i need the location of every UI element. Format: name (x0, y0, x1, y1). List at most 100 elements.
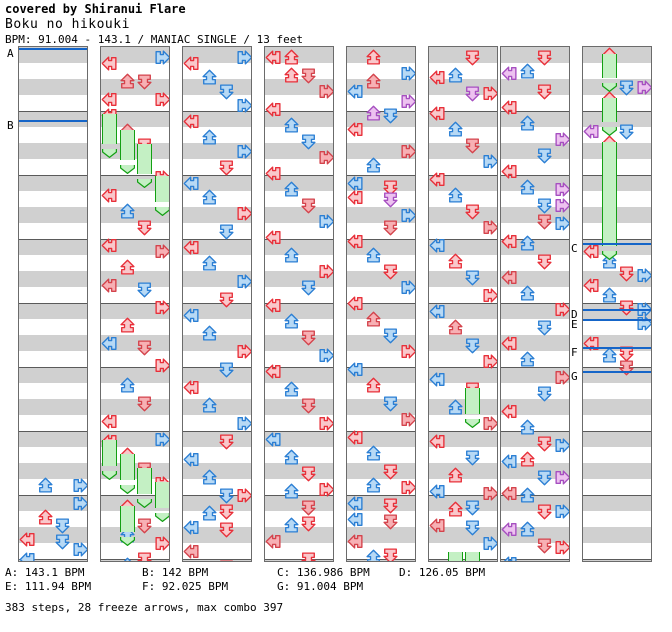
note-arrow-down[interactable] (519, 179, 536, 196)
note-arrow-right[interactable] (72, 541, 87, 558)
note-arrow-down[interactable] (447, 399, 464, 416)
note-arrow-up[interactable] (54, 533, 71, 550)
note-arrow-up[interactable] (382, 191, 399, 208)
note-arrow-down[interactable] (519, 285, 536, 302)
note-arrow-down[interactable] (119, 377, 136, 394)
note-arrow-up[interactable] (300, 329, 317, 346)
note-arrow-left[interactable] (583, 243, 600, 260)
note-arrow-right[interactable] (554, 539, 569, 556)
note-arrow-right[interactable] (318, 263, 333, 280)
note-arrow-up[interactable] (536, 537, 553, 554)
note-arrow-left[interactable] (583, 277, 600, 294)
note-arrow-down[interactable] (365, 445, 382, 462)
note-arrow-right[interactable] (236, 487, 251, 504)
note-arrow-right[interactable] (400, 479, 415, 496)
note-arrow-right[interactable] (154, 91, 169, 108)
note-arrow-right[interactable] (400, 143, 415, 160)
note-arrow-up[interactable] (300, 551, 317, 561)
note-arrow-up[interactable] (300, 67, 317, 84)
note-arrow-down[interactable] (519, 235, 536, 252)
note-arrow-right[interactable] (400, 65, 415, 82)
note-arrow-left[interactable] (183, 55, 200, 72)
note-arrow-down[interactable] (519, 351, 536, 368)
note-arrow-down[interactable] (37, 509, 54, 526)
note-arrow-up[interactable] (136, 281, 153, 298)
note-arrow-up[interactable] (464, 137, 481, 154)
note-arrow-left[interactable] (583, 123, 600, 140)
note-arrow-left[interactable] (429, 483, 446, 500)
note-arrow-right[interactable] (482, 85, 497, 102)
note-arrow-right[interactable] (400, 93, 415, 110)
note-arrow-down[interactable] (283, 483, 300, 500)
note-arrow-up[interactable] (300, 133, 317, 150)
note-arrow-up[interactable] (536, 469, 553, 486)
note-arrow-left[interactable] (347, 511, 364, 528)
note-arrow-up[interactable] (136, 219, 153, 236)
note-arrow-down[interactable] (283, 381, 300, 398)
note-arrow-left[interactable] (429, 105, 446, 122)
note-arrow-up[interactable] (382, 263, 399, 280)
note-arrow-up[interactable] (300, 197, 317, 214)
note-arrow-left[interactable] (101, 335, 118, 352)
note-arrow-up[interactable] (464, 203, 481, 220)
note-arrow-up[interactable] (536, 83, 553, 100)
note-arrow-down[interactable] (519, 521, 536, 538)
note-arrow-left[interactable] (265, 431, 282, 448)
note-arrow-right[interactable] (236, 343, 251, 360)
note-arrow-up[interactable] (382, 107, 399, 124)
chart-column-4[interactable] (264, 46, 334, 562)
note-arrow-down[interactable] (365, 477, 382, 494)
chart-column-1[interactable] (18, 46, 88, 562)
note-arrow-down[interactable] (365, 247, 382, 264)
note-arrow-left[interactable] (583, 335, 600, 352)
note-arrow-up[interactable] (464, 49, 481, 66)
chart-column-5[interactable] (346, 46, 416, 562)
note-arrow-down[interactable] (283, 181, 300, 198)
note-arrow-up[interactable] (300, 465, 317, 482)
note-arrow-down[interactable] (283, 449, 300, 466)
note-arrow-up[interactable] (536, 49, 553, 66)
note-arrow-right[interactable] (482, 153, 497, 170)
note-arrow-left[interactable] (429, 303, 446, 320)
note-arrow-left[interactable] (183, 543, 200, 560)
note-arrow-left[interactable] (429, 433, 446, 450)
note-arrow-left[interactable] (183, 239, 200, 256)
note-arrow-down[interactable] (201, 561, 218, 562)
note-arrow-down[interactable] (201, 325, 218, 342)
note-arrow-down[interactable] (283, 247, 300, 264)
chart-column-2[interactable] (100, 46, 170, 562)
note-arrow-left[interactable] (501, 163, 518, 180)
note-arrow-up[interactable] (382, 463, 399, 480)
note-arrow-right[interactable] (236, 273, 251, 290)
note-arrow-up[interactable] (300, 499, 317, 516)
note-arrow-left[interactable] (265, 101, 282, 118)
note-arrow-left[interactable] (265, 533, 282, 550)
note-arrow-up[interactable] (382, 179, 399, 196)
note-arrow-down[interactable] (119, 203, 136, 220)
note-arrow-left[interactable] (501, 233, 518, 250)
note-arrow-up[interactable] (136, 73, 153, 90)
note-arrow-left[interactable] (265, 165, 282, 182)
note-arrow-right[interactable] (400, 411, 415, 428)
note-arrow-up[interactable] (536, 213, 553, 230)
note-arrow-left[interactable] (183, 379, 200, 396)
note-arrow-left[interactable] (347, 361, 364, 378)
note-arrow-left[interactable] (101, 91, 118, 108)
note-arrow-up[interactable] (464, 269, 481, 286)
note-arrow-right[interactable] (636, 267, 651, 284)
note-arrow-right[interactable] (554, 181, 569, 198)
note-arrow-down[interactable] (283, 313, 300, 330)
note-arrow-down[interactable] (201, 189, 218, 206)
note-arrow-up[interactable] (382, 497, 399, 514)
note-arrow-right[interactable] (554, 469, 569, 486)
chart-column-8[interactable] (582, 46, 652, 562)
note-arrow-left[interactable] (501, 65, 518, 82)
note-arrow-up[interactable] (218, 521, 235, 538)
note-arrow-left[interactable] (265, 297, 282, 314)
note-arrow-down[interactable] (283, 117, 300, 134)
note-arrow-down[interactable] (201, 505, 218, 522)
note-arrow-left[interactable] (265, 229, 282, 246)
note-arrow-right[interactable] (554, 503, 569, 520)
note-arrow-up[interactable] (218, 291, 235, 308)
note-arrow-down[interactable] (519, 487, 536, 504)
